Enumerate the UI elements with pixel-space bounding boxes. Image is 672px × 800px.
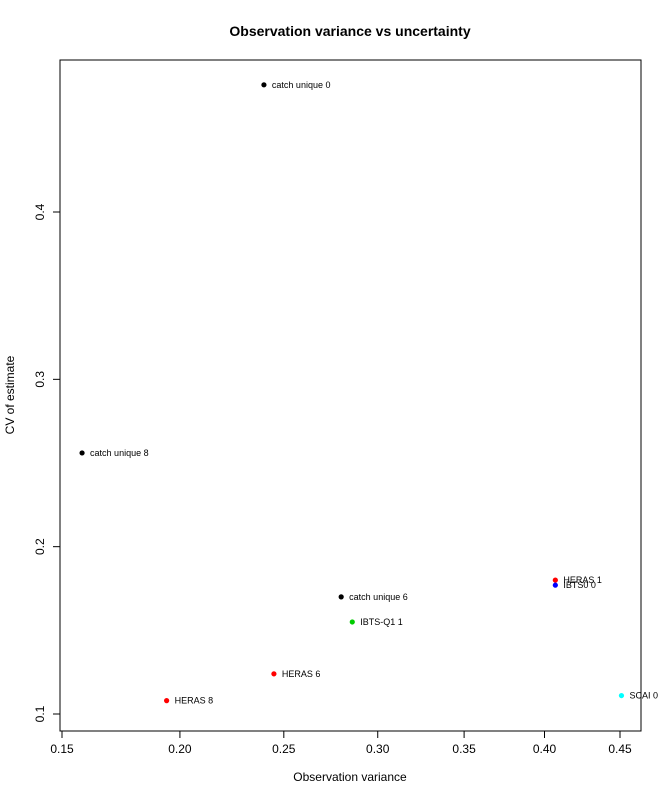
chart-title: Observation variance vs uncertainty — [229, 23, 470, 39]
data-point — [79, 450, 85, 456]
x-tick-label: 0.20 — [168, 742, 192, 756]
data-point — [552, 582, 558, 588]
data-point — [164, 698, 170, 704]
y-tick-label: 0.2 — [33, 538, 47, 555]
data-points: catch unique 0 catch unique 8 catch unique… — [79, 80, 658, 706]
point-label: catch unique 8 — [90, 448, 149, 458]
x-tick-label: 0.30 — [366, 742, 390, 756]
point-label: catch unique 0 — [272, 80, 331, 90]
x-tick-label: 0.40 — [533, 742, 557, 756]
x-tick-label: 0.35 — [452, 742, 476, 756]
point-label: HERAS 8 — [175, 696, 214, 706]
data-point — [338, 594, 344, 600]
x-axis-title: Observation variance — [293, 770, 407, 784]
point-label: SCAI 0 — [629, 691, 658, 701]
y-axis-title: CV of estimate — [3, 355, 17, 434]
data-point — [271, 671, 277, 677]
point-label: HERAS 1 — [563, 575, 602, 585]
plot-frame — [59, 59, 642, 732]
x-axis: 0.15 0.20 0.25 0.30 0.35 0.40 0.45 — [50, 730, 632, 756]
y-axis: 0.1 0.2 0.3 0.4 — [33, 203, 61, 722]
y-tick-label: 0.1 — [33, 705, 47, 722]
point-label: IBTS-Q1 1 — [360, 617, 403, 627]
data-point — [349, 619, 355, 625]
point-label: HERAS 6 — [282, 669, 321, 679]
point-label: IBTS0 0 — [563, 580, 596, 590]
x-tick-label: 0.15 — [50, 742, 74, 756]
data-point — [261, 82, 267, 88]
data-point — [618, 692, 625, 699]
y-tick-label: 0.4 — [33, 203, 47, 220]
data-point — [552, 577, 558, 583]
y-tick-label: 0.3 — [33, 371, 47, 388]
point-label: catch unique 6 — [349, 592, 408, 602]
x-tick-label: 0.25 — [272, 742, 296, 756]
x-tick-label: 0.45 — [608, 742, 632, 756]
